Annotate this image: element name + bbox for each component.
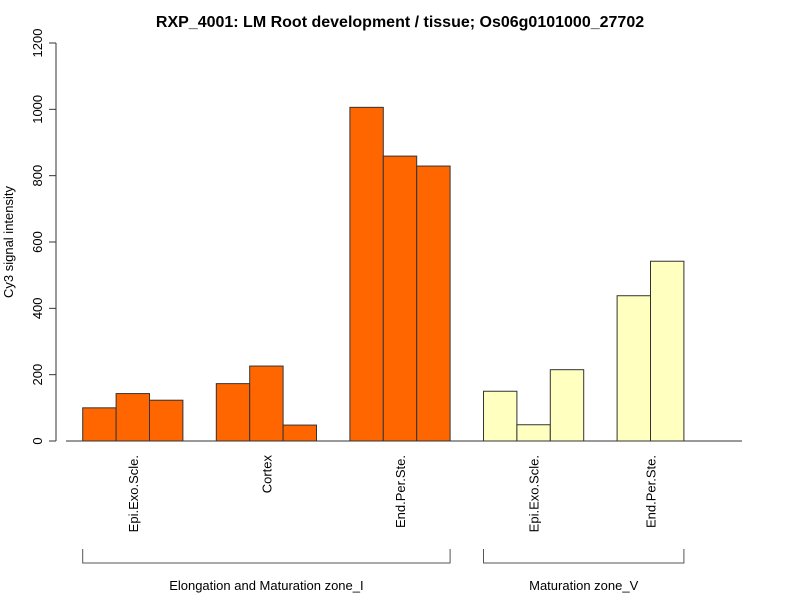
bar xyxy=(516,424,551,442)
y-tick-label: 1000 xyxy=(30,95,45,124)
y-axis-label: Cy3 signal intensity xyxy=(1,186,16,298)
x-tick-label: End.Per.Ste. xyxy=(393,455,408,528)
y-tick-label: 200 xyxy=(30,364,45,386)
x-tick-label: Cortex xyxy=(259,455,274,494)
bar xyxy=(616,295,651,442)
group-label: Maturation zone_V xyxy=(529,578,638,593)
y-tick-label: 1200 xyxy=(30,29,45,58)
y-axis: 0 200 400 600 800 1000 1200 xyxy=(30,29,57,445)
bar xyxy=(382,155,418,442)
x-tick-label: End.Per.Ste. xyxy=(644,455,659,528)
y-tick-label: 600 xyxy=(30,231,45,253)
x-tick-label: Epi.Exo.Scle. xyxy=(126,455,141,532)
bar xyxy=(249,365,284,442)
y-tick-label: 0 xyxy=(30,437,45,444)
chart-title: RXP_4001: LM Root development / tissue; … xyxy=(156,14,644,31)
bar xyxy=(282,424,318,442)
group-brackets: Elongation and Maturation zone_I Maturati… xyxy=(82,549,685,593)
bar xyxy=(115,393,150,442)
x-tick-label: Epi.Exo.Scle. xyxy=(527,455,542,532)
y-tick-label: 400 xyxy=(30,297,45,319)
bar xyxy=(349,106,384,442)
bar xyxy=(82,407,117,442)
bar xyxy=(215,383,251,442)
x-tick-labels: Epi.Exo.Scle. Cortex End.Per.Ste. Epi.Exo.S… xyxy=(126,455,659,533)
bar xyxy=(549,369,585,442)
bar xyxy=(650,260,685,442)
bar xyxy=(416,165,451,442)
group-bracket xyxy=(82,549,451,564)
bar xyxy=(483,390,518,442)
bars xyxy=(82,106,685,442)
y-tick-label: 800 xyxy=(30,165,45,187)
bar xyxy=(149,399,184,442)
group-bracket xyxy=(483,549,685,564)
group-label: Elongation and Maturation zone_I xyxy=(169,578,363,593)
